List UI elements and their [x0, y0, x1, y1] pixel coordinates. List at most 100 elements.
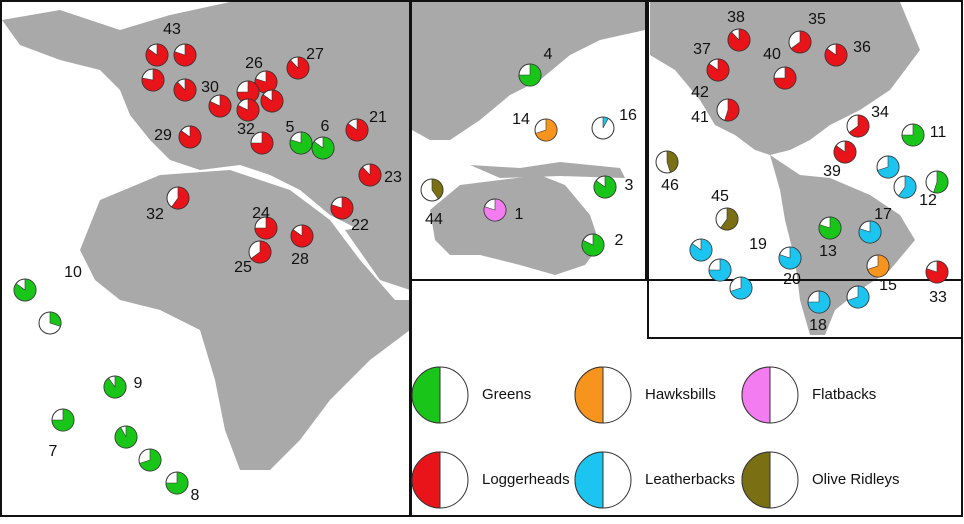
site-label: 9: [134, 375, 143, 392]
pie-wedge: [286, 56, 310, 80]
site-label: 39: [823, 163, 841, 180]
pie-wedge: [847, 285, 870, 309]
pie-wedge: [171, 186, 190, 210]
pie-wedge: [358, 163, 382, 187]
legend-swatch: [574, 451, 604, 509]
pie-wedge: [790, 30, 812, 54]
legend-label: Leatherbacks: [645, 471, 735, 488]
pie-wedge: [877, 155, 900, 179]
pie-wedge: [807, 290, 831, 314]
site-label: 1: [515, 206, 524, 223]
site-label: 5: [286, 119, 295, 136]
site-label: 44: [425, 211, 443, 228]
pie-wedge: [706, 58, 730, 82]
site-label: 23: [384, 169, 402, 186]
pie-wedge: [254, 216, 278, 240]
site-label: 46: [661, 177, 679, 194]
site-label: 3: [625, 177, 634, 194]
site-label: 34: [871, 104, 889, 121]
site-label: 37: [693, 41, 711, 58]
site-label: 42: [691, 84, 709, 101]
site-label: 4: [544, 46, 553, 63]
site-label: 10: [64, 264, 82, 281]
pie-wedge: [260, 89, 284, 113]
pie-wedge: [139, 448, 162, 472]
legend-label: Olive Ridleys: [812, 471, 900, 488]
pie-wedge: [141, 68, 165, 92]
pie-wedge: [345, 118, 369, 142]
pie-wedge: [666, 150, 679, 173]
legend-swatch: [411, 451, 441, 509]
pie-wedge: [925, 260, 949, 284]
site-label: 36: [853, 39, 871, 56]
pie-wedge: [330, 196, 354, 220]
site-label: 7: [49, 443, 58, 460]
pie-wedge: [289, 131, 313, 155]
pie-wedge: [103, 375, 127, 399]
site-label: 26: [245, 55, 263, 72]
site-label: 29: [154, 127, 172, 144]
site-label: 20: [783, 271, 801, 288]
pie-wedge: [593, 175, 617, 199]
pie-wedge: [145, 43, 169, 67]
pie-wedge: [290, 224, 314, 248]
site-label: 16: [619, 107, 637, 124]
legend-label: Loggerheads: [482, 471, 570, 488]
site-label: 14: [512, 111, 530, 128]
pie-wedge: [178, 125, 202, 149]
legend-swatch: [411, 366, 441, 424]
site-label: 19: [749, 236, 767, 253]
pie-wedge: [49, 311, 62, 327]
pie-wedge: [208, 94, 232, 118]
pie-wedge: [518, 63, 542, 87]
site-label: 30: [201, 79, 219, 96]
pie-wedge: [708, 258, 732, 282]
site-label: 28: [291, 251, 309, 268]
legend-swatch: [574, 366, 604, 424]
legend: Greens Hawksbills Flatbacks Loggerheads Leat…: [411, 366, 900, 509]
pie-wedge: [114, 425, 138, 449]
site-label: 13: [819, 243, 837, 260]
pie-wedge: [51, 408, 75, 432]
site-label: 45: [711, 188, 729, 205]
site-label: 18: [809, 317, 827, 334]
legend-swatch: [741, 366, 771, 424]
pie-wedge: [13, 278, 37, 302]
site-label: 32: [146, 206, 164, 223]
site-label: 43: [163, 21, 181, 38]
site-label: 33: [929, 289, 947, 306]
pie-wedge: [818, 216, 842, 240]
pie-wedge: [311, 136, 335, 160]
site-label: 2: [615, 232, 624, 249]
pie-wedge: [727, 28, 751, 52]
site-label: 17: [874, 206, 892, 223]
pie-wedge: [778, 246, 802, 270]
pie-wedge: [833, 140, 857, 164]
site-label: 27: [306, 46, 324, 63]
pie-wedge: [250, 131, 274, 155]
pie-wedge: [535, 118, 558, 142]
site-label: 12: [919, 192, 937, 209]
pie-wedge: [689, 238, 713, 262]
site-label: 6: [321, 118, 330, 135]
pie-wedge: [858, 220, 882, 244]
pie-wedge: [165, 471, 189, 495]
pie-wedge: [236, 80, 260, 104]
site-label: 38: [727, 9, 745, 26]
site-label: 11: [930, 124, 947, 141]
pie-wedge: [730, 276, 753, 300]
pie-wedge: [867, 254, 890, 278]
pie-wedge: [173, 43, 197, 67]
legend-label: Greens: [482, 386, 531, 403]
site-label: 15: [879, 277, 897, 294]
pie-wedge: [848, 114, 870, 138]
site-label: 24: [252, 205, 270, 222]
site-label: 22: [351, 217, 369, 234]
pie-wedge: [250, 240, 272, 264]
legend-label: Hawksbills: [645, 386, 716, 403]
pie-wedge: [602, 116, 609, 129]
legend-swatch: [741, 451, 771, 509]
